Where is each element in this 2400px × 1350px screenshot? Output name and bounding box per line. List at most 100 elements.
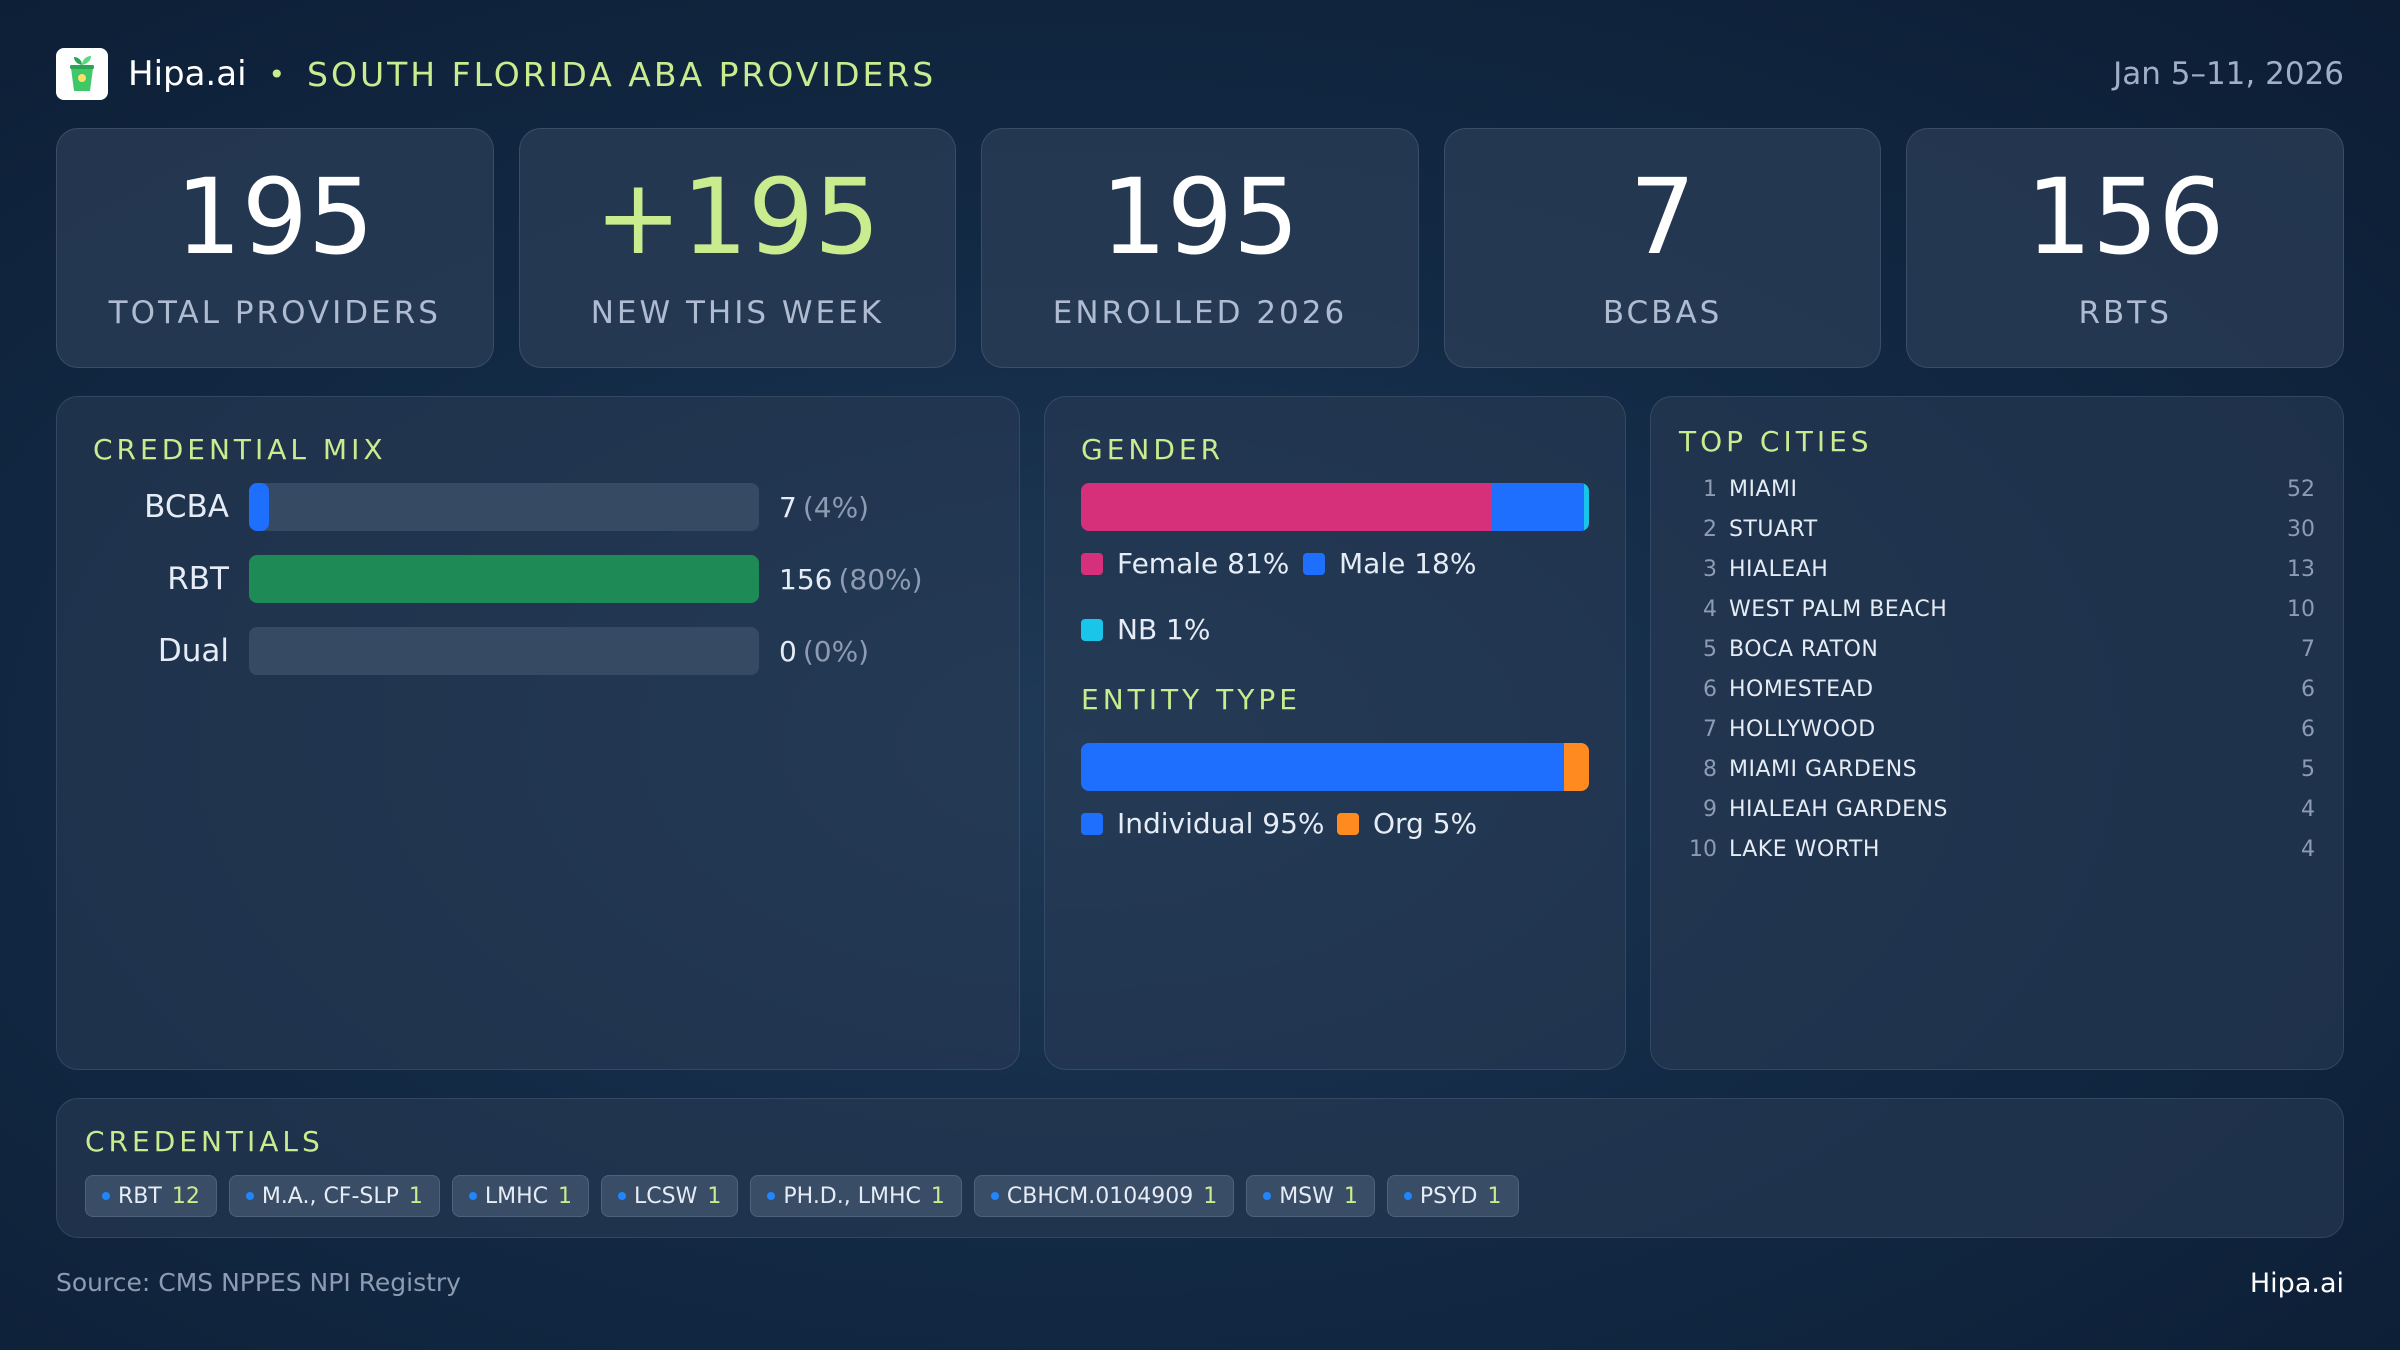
title-separator: •	[268, 57, 286, 91]
chip-label: LCSW	[634, 1183, 698, 1209]
panel-title: CREDENTIALS	[85, 1125, 324, 1158]
chip-count: 1	[1487, 1183, 1502, 1209]
swatch	[1303, 552, 1325, 575]
chip-label: CBHCM.0104909	[1006, 1183, 1194, 1209]
city-row: 4 WEST PALM BEACH 10	[1679, 589, 2315, 629]
source-note: Source: CMS NPPES NPI Registry	[56, 1268, 461, 1297]
city-name: HOMESTEAD	[1729, 676, 1874, 702]
city-row: 7 HOLLYWOOD 6	[1679, 709, 2315, 749]
city-name: MIAMI	[1729, 476, 1798, 502]
mix-label: BCBA	[144, 489, 229, 525]
chip-count: 1	[408, 1183, 423, 1209]
city-row: 9 HIALEAH GARDENS 4	[1679, 789, 2315, 829]
city-rank: 7	[1703, 716, 1717, 742]
city-rank: 3	[1703, 556, 1717, 582]
kpi-new-this-week: +195 NEW THIS WEEK	[518, 128, 957, 368]
city-name: HIALEAH	[1729, 556, 1829, 582]
footer-brand: Hipa.ai	[2249, 1268, 2344, 1299]
city-row: 6 HOMESTEAD 6	[1679, 669, 2315, 709]
city-count: 6	[2301, 716, 2315, 742]
chip-count: 12	[171, 1183, 200, 1209]
city-name: MIAMI GARDENS	[1729, 756, 1918, 782]
mix-bar-track	[249, 483, 759, 531]
swatch	[1081, 618, 1103, 641]
kpi-value: 195	[1100, 156, 1300, 278]
credential-chip: M.A., CF-SLP 1	[228, 1175, 440, 1217]
city-rank: 10	[1689, 836, 1717, 862]
stack-segment	[1081, 743, 1564, 791]
city-rank: 8	[1703, 756, 1717, 782]
dot-icon	[990, 1192, 999, 1200]
kpi-row: 195 TOTAL PROVIDERS +195 NEW THIS WEEK 1…	[56, 128, 2344, 368]
city-name: HOLLYWOOD	[1729, 716, 1876, 742]
city-count: 7	[2301, 636, 2315, 662]
swatch	[1337, 812, 1359, 835]
stack-segment	[1492, 483, 1584, 531]
credential-chip: PH.D., LMHC 1	[750, 1175, 962, 1217]
entity-stacked-bar	[1081, 743, 1589, 791]
city-count: 6	[2301, 676, 2315, 702]
stack-segment	[1081, 483, 1493, 531]
city-row: 3 HIALEAH 13	[1679, 549, 2315, 589]
cup-sprout-icon	[56, 48, 108, 100]
mix-label: RBT	[167, 561, 229, 597]
mix-value: 0 (0%)	[779, 634, 870, 668]
credential-chip: MSW 1	[1246, 1175, 1375, 1217]
city-count: 30	[2287, 516, 2315, 542]
credential-mix-panel: CREDENTIAL MIX BCBA 7 (4%) RBT 156 (80%) D…	[56, 396, 1020, 1070]
dot-icon	[102, 1192, 110, 1200]
credential-chip: LCSW 1	[601, 1175, 739, 1217]
chip-label: RBT	[118, 1183, 162, 1209]
dot-icon	[245, 1192, 254, 1200]
city-count: 10	[2287, 596, 2315, 622]
date-range: Jan 5–11, 2026	[2113, 56, 2344, 92]
chip-count: 1	[707, 1183, 722, 1209]
city-rank: 6	[1703, 676, 1717, 702]
credential-chip: PSYD 1	[1386, 1175, 1519, 1217]
city-count: 4	[2301, 836, 2315, 862]
city-rank: 5	[1703, 636, 1717, 662]
credential-chip: LMHC 1	[451, 1175, 590, 1217]
swatch	[1081, 812, 1103, 835]
mix-value: 7 (4%)	[779, 490, 870, 524]
gender-stacked-bar	[1081, 483, 1589, 531]
brand-name: Hipa.ai	[128, 54, 247, 94]
kpi-rbts: 156 RBTS	[1906, 128, 2344, 368]
kpi-value: +195	[594, 156, 881, 278]
page-title: SOUTH FLORIDA ABA PROVIDERS	[307, 54, 937, 94]
chip-count: 1	[558, 1183, 573, 1209]
chip-count: 1	[1343, 1183, 1358, 1209]
mix-bar-track	[249, 627, 759, 675]
city-row: 8 MIAMI GARDENS 5	[1679, 749, 2315, 789]
dot-icon	[618, 1192, 627, 1200]
panel-title: CREDENTIAL MIX	[93, 433, 387, 466]
kpi-label: RBTS	[2078, 295, 2172, 331]
chip-label: LMHC	[484, 1183, 549, 1209]
mix-value: 156 (80%)	[779, 562, 923, 596]
kpi-enrolled-2026: 195 ENROLLED 2026	[981, 128, 1419, 368]
city-name: BOCA RATON	[1729, 636, 1879, 662]
stack-segment	[1563, 743, 1589, 791]
legend-org: Org 5%	[1337, 807, 1477, 840]
legend-nb: NB 1%	[1081, 613, 1210, 646]
city-count: 4	[2301, 796, 2315, 822]
city-row: 10 LAKE WORTH 4	[1679, 829, 2315, 869]
credential-chip: RBT 12	[85, 1175, 217, 1217]
panel-title: TOP CITIES	[1679, 425, 1873, 458]
kpi-label: ENROLLED 2026	[1052, 295, 1348, 331]
city-name: HIALEAH GARDENS	[1729, 796, 1948, 822]
dot-icon	[767, 1192, 776, 1200]
mix-bar-fill	[249, 483, 270, 531]
gender-title: GENDER	[1081, 433, 1225, 466]
dot-icon	[1263, 1192, 1272, 1200]
top-cities-panel: TOP CITIES 1 MIAMI 52 2 STUART 30 3 HIALEAH 13 4 W…	[1650, 396, 2344, 1070]
city-rank: 1	[1703, 476, 1717, 502]
mix-bar-fill	[249, 555, 759, 603]
kpi-total-providers: 195 TOTAL PROVIDERS	[56, 128, 494, 368]
header: Hipa.ai • SOUTH FLORIDA ABA PROVIDERS Ja…	[56, 46, 2344, 102]
city-name: WEST PALM BEACH	[1729, 596, 1948, 622]
chip-label: M.A., CF-SLP	[261, 1183, 399, 1209]
city-rank: 4	[1703, 596, 1717, 622]
mix-label: Dual	[157, 633, 229, 669]
kpi-label: BCBAS	[1602, 295, 1723, 331]
